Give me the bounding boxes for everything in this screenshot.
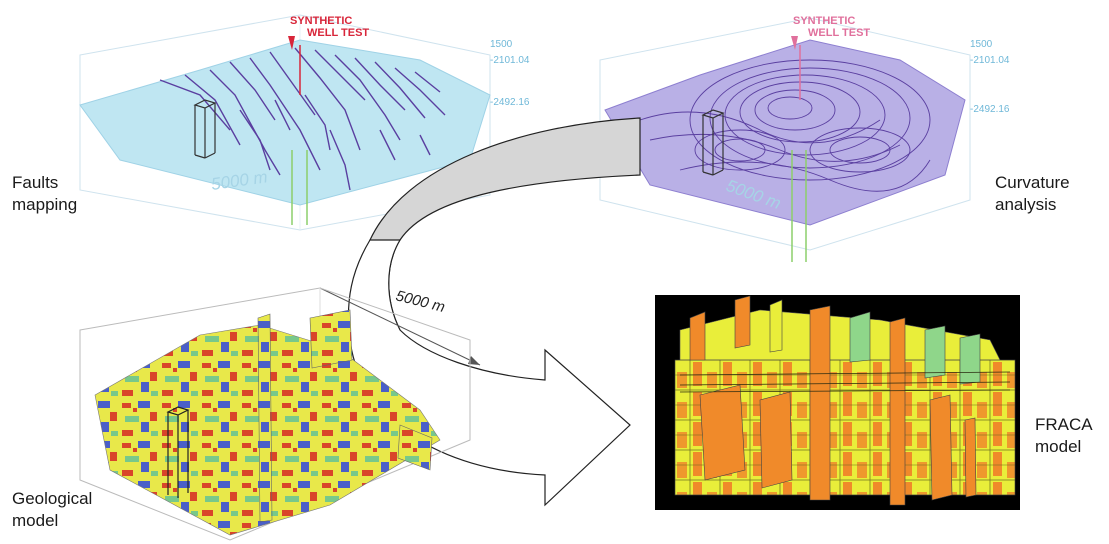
faults-well-column — [193, 99, 217, 159]
faults-depth-top: 1500 — [490, 39, 513, 50]
geo-well-column — [166, 406, 190, 498]
curvature-label-line2: analysis — [995, 195, 1057, 214]
geological-model-panel — [79, 287, 471, 541]
faults-well-label-2: WELL TEST — [307, 27, 369, 39]
faults-well-label-1: SYNTHETIC — [290, 15, 352, 27]
geological-label-line1: Geological — [12, 489, 93, 508]
curvature-depth-bottom: -2492.16 — [970, 104, 1010, 115]
geological-model-label: Geological model — [12, 488, 92, 532]
faults-mapping-panel: SYNTHETIC WELL TEST 1500 -2101.04 -2492.… — [79, 14, 530, 231]
curvature-contours — [639, 59, 931, 192]
fraca-label-line2: model — [1035, 437, 1082, 456]
faults-well-pointer — [288, 36, 295, 50]
fraca-model-label: FRACA model — [1035, 414, 1093, 458]
curvature-well-label-1: SYNTHETIC — [793, 15, 855, 27]
geo-scale-label: 5000 m — [394, 287, 447, 316]
curvature-well-column — [701, 109, 725, 176]
fraca-model-panel — [655, 295, 1020, 510]
geo-fence-3 — [397, 424, 433, 471]
fault-lines — [159, 47, 446, 191]
geological-label-line2: model — [12, 511, 59, 530]
geo-scale-arrow — [319, 287, 481, 366]
curvature-surface — [604, 39, 966, 226]
faults-label-line2: mapping — [12, 195, 78, 214]
curvature-depth-mid: -2101.04 — [970, 55, 1010, 66]
curvature-analysis-label: Curvature analysis — [995, 172, 1070, 216]
faults-depth-mid: -2101.04 — [490, 55, 530, 66]
fraca-label-line1: FRACA — [1035, 415, 1093, 434]
curvature-analysis-panel: SYNTHETIC WELL TEST 1500 -2101.04 -2492.… — [599, 15, 1010, 262]
curvature-well-pointer — [791, 36, 798, 50]
curvature-well-label-2: WELL TEST — [808, 27, 870, 39]
faults-label-line1: Faults — [12, 173, 59, 192]
fraca-fracture-planes — [689, 295, 981, 506]
geo-fence-1 — [257, 313, 273, 523]
geo-fence-2 — [309, 309, 353, 369]
faults-mapping-label: Faults mapping — [12, 172, 77, 216]
faults-surface — [79, 39, 491, 206]
faults-depth-bottom: -2492.16 — [490, 97, 530, 108]
curvature-depth-top: 1500 — [970, 39, 993, 50]
fraca-layer-lines — [679, 371, 1011, 393]
curvature-label-line1: Curvature — [995, 173, 1070, 192]
